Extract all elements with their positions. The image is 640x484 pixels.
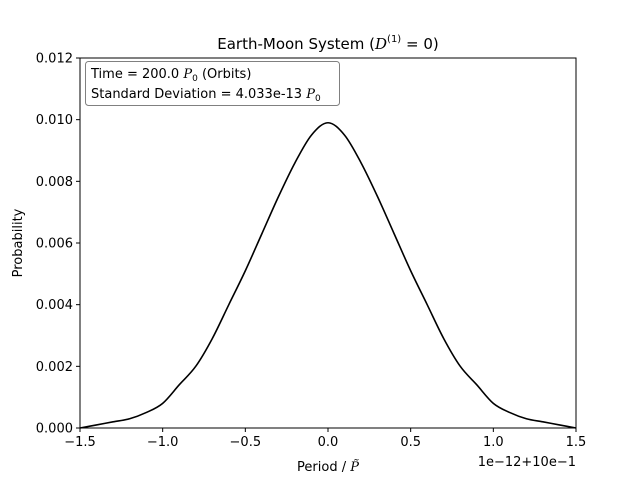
x-axis-offset-label: 1e−12+10e−1 <box>478 455 576 470</box>
plot-frame <box>79 57 577 429</box>
x-axis-label: Period / P̃ <box>297 459 359 475</box>
y-tick-label: 0.004 <box>36 298 73 313</box>
x-tick-label: −1.0 <box>147 435 179 450</box>
x-tick-label: 0.0 <box>318 435 339 450</box>
x-tick-label: −0.5 <box>230 435 262 450</box>
y-tick-label: 0.002 <box>36 360 73 375</box>
chart-title: Earth-Moon System (D(1) = 0) <box>217 34 438 53</box>
x-tick-label: 0.5 <box>400 435 421 450</box>
y-tick-label: 0.008 <box>36 175 73 190</box>
annotation-box: Time = 200.0 P0 (Orbits) Standard Deviat… <box>85 61 340 106</box>
x-tick-label: 1.5 <box>566 435 587 450</box>
x-axis-ticks: −1.5 −1.0 −0.5 0.0 0.5 1.0 1.5 <box>64 428 586 450</box>
y-axis-label: Probability <box>11 208 26 277</box>
y-axis-ticks: 0.000 0.002 0.004 0.006 0.008 0.010 0.012 <box>36 52 80 437</box>
y-tick-label: 0.010 <box>36 113 73 128</box>
series-line <box>79 121 577 429</box>
y-tick-label: 0.012 <box>36 52 73 67</box>
x-tick-label: −1.5 <box>64 435 96 450</box>
y-tick-label: 0.006 <box>36 237 73 252</box>
annotation-line-2: Standard Deviation = 4.033e-13 P0 <box>91 87 321 104</box>
annotation-frame <box>85 61 340 106</box>
x-tick-label: 1.0 <box>483 435 504 450</box>
y-tick-label: 0.000 <box>36 422 73 437</box>
annotation-line-1: Time = 200.0 P0 (Orbits) <box>90 67 251 84</box>
